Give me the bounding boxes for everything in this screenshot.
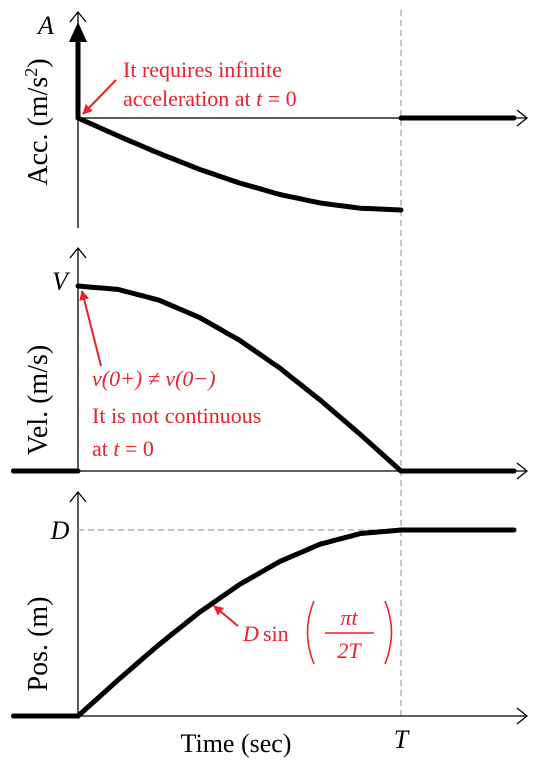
acceleration-panel: A Acc. (m/s2) It requires infinite accel… — [21, 10, 529, 228]
pos-formula-D: D — [242, 621, 259, 646]
pos-annotation: D sin πt 2T — [213, 600, 393, 665]
pos-tick-D: D — [50, 516, 70, 545]
position-panel: D T Pos. (m) Time (sec) D sin πt 2T — [10, 490, 529, 758]
pos-y-label: Pos. (m) — [23, 597, 54, 692]
vel-tick-V: V — [52, 267, 71, 296]
vel-annotation-line2: It is not continuous — [92, 403, 261, 428]
acc-series — [75, 115, 517, 213]
acc-y-label: Acc. (m/s2) — [21, 58, 54, 185]
pos-y-axis-arrow — [69, 490, 87, 503]
acc-tick-A: A — [36, 11, 54, 40]
pos-formula-sin: sin — [263, 621, 289, 646]
acc-y-axis-arrow — [69, 10, 87, 23]
acc-annotation-arrow — [82, 79, 117, 115]
x-axis-label: Time (sec) — [181, 729, 292, 758]
vel-y-label: Vel. (m/s) — [23, 345, 54, 455]
acc-annotation: It requires infinite acceleration at t =… — [82, 57, 297, 115]
acc-impulse-arrowhead — [69, 22, 87, 42]
acc-x-axis-arrow — [516, 109, 529, 127]
vel-annotation-arrow — [79, 290, 102, 367]
vel-y-axis-arrow — [69, 246, 87, 259]
vel-x-axis-arrow — [516, 462, 529, 480]
acc-series-line-0 — [75, 115, 404, 213]
pos-series-line-1 — [75, 527, 404, 719]
pos-series — [10, 527, 517, 719]
vel-annotation-line1: v(0+) ≠ v(0−) — [92, 366, 216, 391]
acc-annotation-line2: acceleration at t = 0 — [123, 86, 297, 111]
pos-formula-numerator: πt — [340, 605, 358, 630]
pos-tick-T: T — [394, 725, 410, 754]
vel-annotation-line3: at t = 0 — [92, 436, 154, 461]
vel-series-line-1 — [75, 283, 404, 474]
vel-series — [10, 283, 517, 474]
pos-formula-left-paren — [306, 600, 315, 665]
acc-annotation-line1: It requires infinite — [123, 57, 282, 82]
pos-annotation-arrow — [213, 605, 239, 627]
velocity-panel: V Vel. (m/s) v(0+) ≠ v(0−) It is not con… — [10, 246, 529, 480]
pos-x-axis-arrow — [516, 707, 529, 725]
pos-formula-denominator: 2T — [337, 638, 362, 663]
pos-formula-right-paren — [384, 600, 393, 665]
vel-annotation: v(0+) ≠ v(0−) It is not continuous at t … — [79, 290, 261, 461]
